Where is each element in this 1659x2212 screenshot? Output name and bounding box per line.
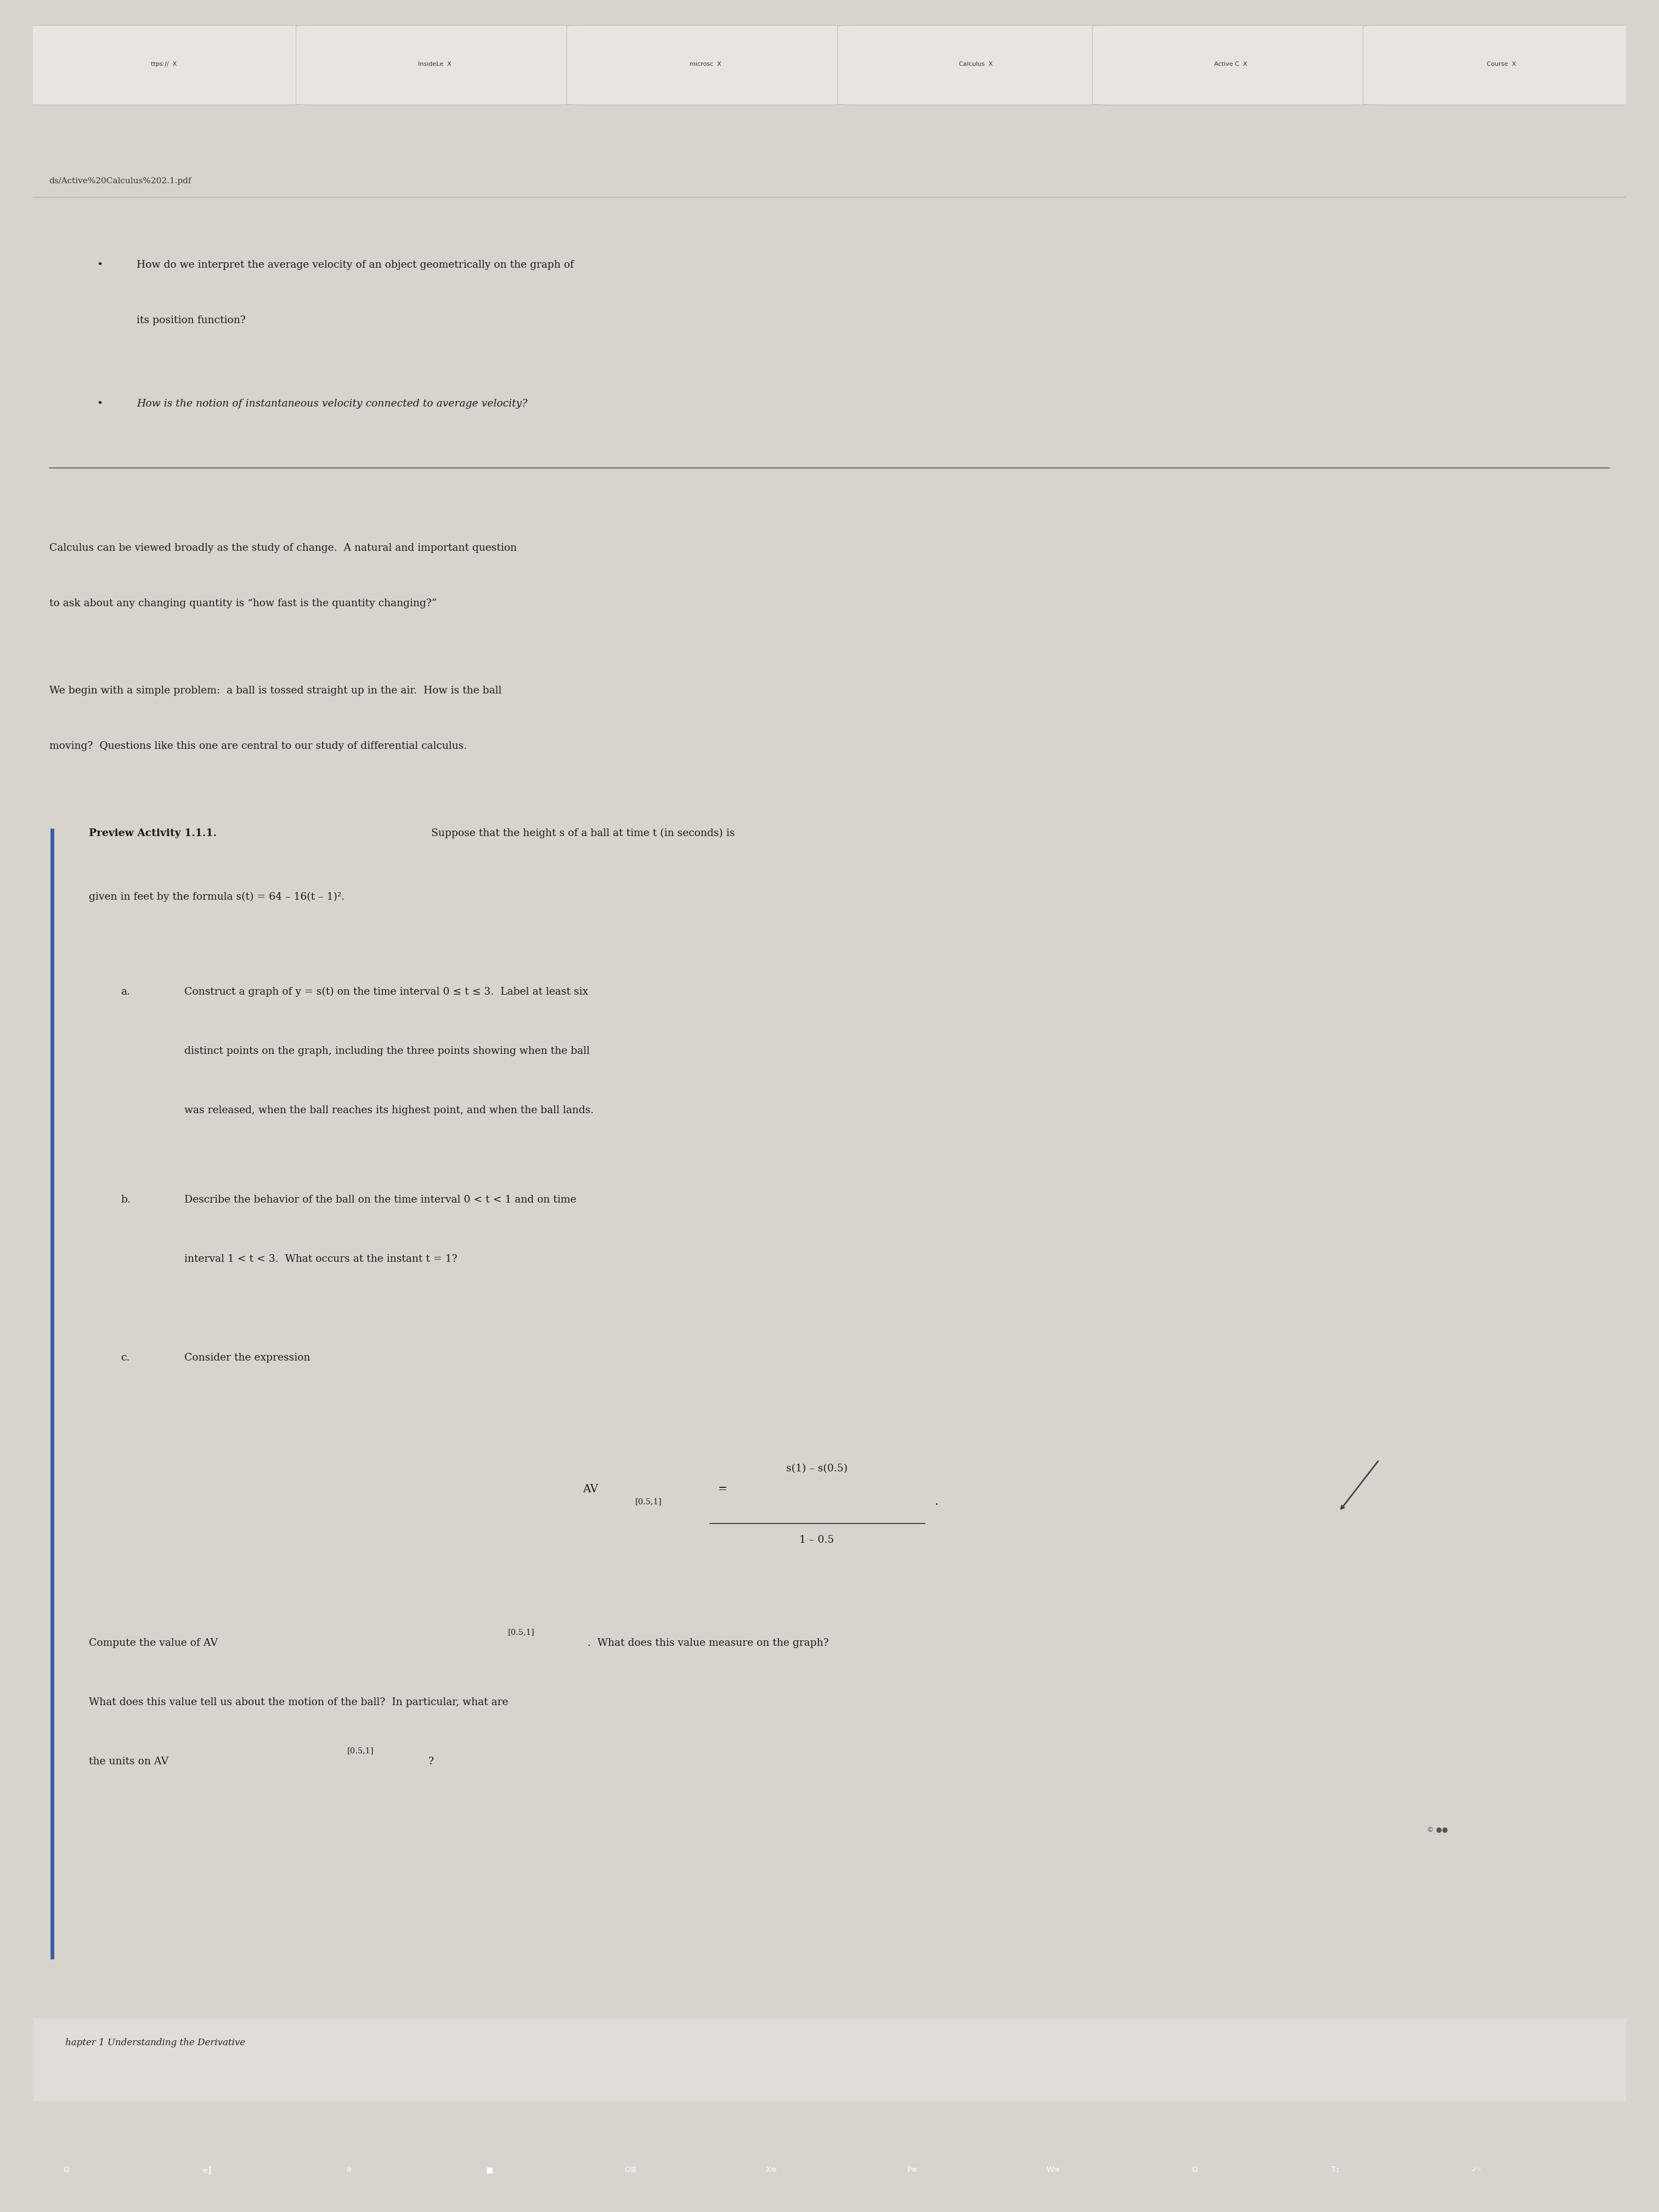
FancyBboxPatch shape [1364,24,1642,104]
Text: the units on AV: the units on AV [90,1756,169,1767]
Text: Consider the expression: Consider the expression [184,1354,310,1363]
Text: O: O [1191,2166,1198,2174]
Text: c.: c. [121,1354,129,1363]
Text: O≣: O≣ [624,2166,637,2174]
Text: Active C  X: Active C X [1214,62,1248,66]
Text: moving?  Questions like this one are central to our study of differential calcul: moving? Questions like this one are cent… [50,741,466,752]
Text: ✓◦: ✓◦ [1472,2166,1481,2174]
Text: P≡: P≡ [907,2166,917,2174]
Text: ■: ■ [486,2166,493,2174]
Text: •: • [96,261,103,270]
Text: InsideLe  X: InsideLe X [418,62,451,66]
Text: O: O [63,2166,70,2174]
FancyBboxPatch shape [33,2017,1626,2101]
Text: =: = [718,1484,727,1493]
Text: ?: ? [428,1756,433,1767]
Text: ds/Active%20Calculus%202.1.pdf: ds/Active%20Calculus%202.1.pdf [50,177,191,186]
Text: What does this value tell us about the motion of the ball?  In particular, what : What does this value tell us about the m… [90,1697,508,1708]
Text: s(1) – s(0.5): s(1) – s(0.5) [786,1464,848,1473]
Text: © ●●: © ●● [1427,1827,1448,1834]
Text: Calculus  X: Calculus X [959,62,994,66]
Text: Course  X: Course X [1486,62,1516,66]
Text: ≡┃: ≡┃ [202,2166,212,2174]
FancyBboxPatch shape [567,24,846,104]
Text: given in feet by the formula s(t) = 64 – 16(t – 1)².: given in feet by the formula s(t) = 64 –… [90,891,345,902]
Text: Construct a graph of y = s(t) on the time interval 0 ≤ t ≤ 3.  Label at least si: Construct a graph of y = s(t) on the tim… [184,987,589,998]
Text: X≡: X≡ [766,2166,776,2174]
FancyBboxPatch shape [295,24,574,104]
Text: We begin with a simple problem:  a ball is tossed straight up in the air.  How i: We begin with a simple problem: a ball i… [50,686,501,697]
Text: a.: a. [121,987,129,998]
Text: Describe the behavior of the ball on the time interval 0 < t < 1 and on time: Describe the behavior of the ball on the… [184,1194,576,1206]
Text: .: . [934,1495,939,1509]
FancyBboxPatch shape [25,24,304,104]
Text: [0.5,1]: [0.5,1] [508,1628,534,1637]
Text: Suppose that the height s of a ball at time t (in seconds) is: Suppose that the height s of a ball at t… [428,830,735,838]
Text: [0.5,1]: [0.5,1] [635,1498,662,1504]
Text: Calculus can be viewed broadly as the study of change.  A natural and important : Calculus can be viewed broadly as the st… [50,544,516,553]
Text: ttps://  X: ttps:// X [151,62,178,66]
Text: Compute the value of AV: Compute the value of AV [90,1639,217,1648]
Text: distinct points on the graph, including the three points showing when the ball: distinct points on the graph, including … [184,1046,591,1055]
Text: b.: b. [121,1194,131,1206]
Text: was released, when the ball reaches its highest point, and when the ball lands.: was released, when the ball reaches its … [184,1106,594,1115]
Text: 1 – 0.5: 1 – 0.5 [800,1535,834,1544]
Text: T₁: T₁ [1332,2166,1339,2174]
Text: Preview Activity 1.1.1.: Preview Activity 1.1.1. [90,830,217,838]
FancyBboxPatch shape [1092,24,1370,104]
Text: hapter 1 Understanding the Derivative: hapter 1 Understanding the Derivative [65,2037,246,2048]
Text: microsc  X: microsc X [690,62,722,66]
FancyBboxPatch shape [838,24,1117,104]
Text: [0.5,1]: [0.5,1] [347,1747,373,1754]
Text: AV: AV [582,1484,599,1493]
Text: How is the notion of instantaneous velocity connected to average velocity?: How is the notion of instantaneous veloc… [136,398,528,409]
Text: .  What does this value measure on the graph?: . What does this value measure on the gr… [587,1639,828,1648]
Text: •: • [96,398,103,409]
Text: interval 1 < t < 3.  What occurs at the instant t = 1?: interval 1 < t < 3. What occurs at the i… [184,1254,458,1263]
Text: How do we interpret the average velocity of an object geometrically on the graph: How do we interpret the average velocity… [136,261,574,270]
Text: its position function?: its position function? [136,316,246,325]
Text: to ask about any changing quantity is “how fast is the quantity changing?”: to ask about any changing quantity is “h… [50,599,436,608]
Text: e: e [347,2166,350,2174]
Text: W≡: W≡ [1047,2166,1060,2174]
